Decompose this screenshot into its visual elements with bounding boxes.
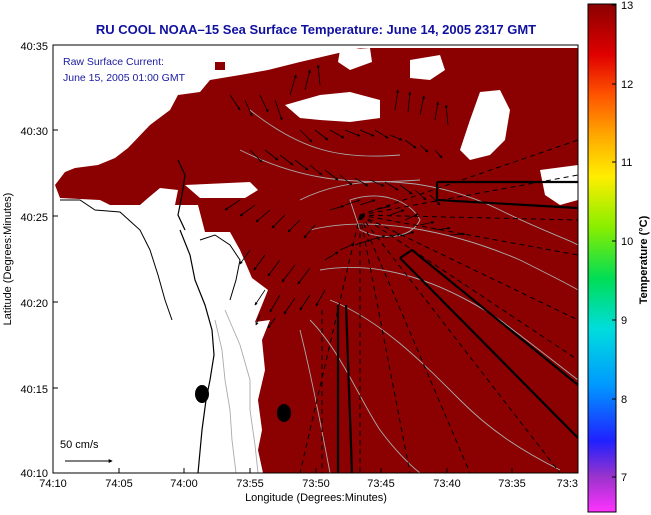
x-tick-label: 73:40 <box>433 478 461 490</box>
y-tick-label: 40:20 <box>20 298 48 310</box>
current-note-line2: June 15, 2005 01:00 GMT <box>63 72 186 84</box>
colorbar-ticks: 13 12 11 10 9 8 7 <box>612 0 633 484</box>
current-note-line1: Raw Surface Current: <box>63 56 164 68</box>
station-marker <box>195 385 209 403</box>
coastline <box>179 229 215 473</box>
colorbar-tick-label: 10 <box>621 236 633 248</box>
y-axis-label: Latitude (Degrees:Minutes) <box>2 193 14 326</box>
sst-field <box>55 48 578 473</box>
x-axis-label: Longitude (Degrees:Minutes) <box>245 492 387 504</box>
station-marker <box>277 404 291 422</box>
y-tick-label: 40:30 <box>20 126 48 138</box>
y-ticks: 40:35 40:30 40:25 40:20 40:15 40:10 <box>20 41 58 480</box>
x-ticks: 74:10 74:05 74:00 73:55 73:50 73:45 73:4… <box>39 468 578 490</box>
y-tick-label: 40:25 <box>20 212 48 224</box>
x-tick-label: 73:35 <box>498 478 526 490</box>
colorbar-tick-label: 8 <box>621 394 627 406</box>
colorbar-tick-label: 9 <box>621 315 627 327</box>
scale-label: 50 cm/s <box>60 439 99 451</box>
x-tick-label: 73:50 <box>302 478 330 490</box>
colorbar-tick-label: 11 <box>621 157 632 169</box>
colorbar <box>587 3 617 513</box>
current-vectors <box>224 64 466 329</box>
colorbar-label: Temperature (°C) <box>638 215 650 304</box>
x-tick-label: 74:10 <box>39 478 67 490</box>
colorbar-tick-label: 13 <box>621 0 633 12</box>
y-tick-label: 40:15 <box>20 384 48 396</box>
colorbar-tick-label: 7 <box>621 472 627 484</box>
x-tick-label: 74:00 <box>170 478 198 490</box>
x-tick-label: 73:45 <box>367 478 395 490</box>
colorbar-tick-label: 12 <box>621 79 633 91</box>
y-tick-label: 40:10 <box>20 468 48 480</box>
x-tick-label: 73:55 <box>236 478 264 490</box>
y-tick-label: 40:35 <box>20 41 48 53</box>
x-tick-label: 74:05 <box>105 478 133 490</box>
x-tick-label: 73:3 <box>557 478 578 490</box>
chart-title: RU COOL NOAA–15 Sea Surface Temperature:… <box>95 22 537 37</box>
